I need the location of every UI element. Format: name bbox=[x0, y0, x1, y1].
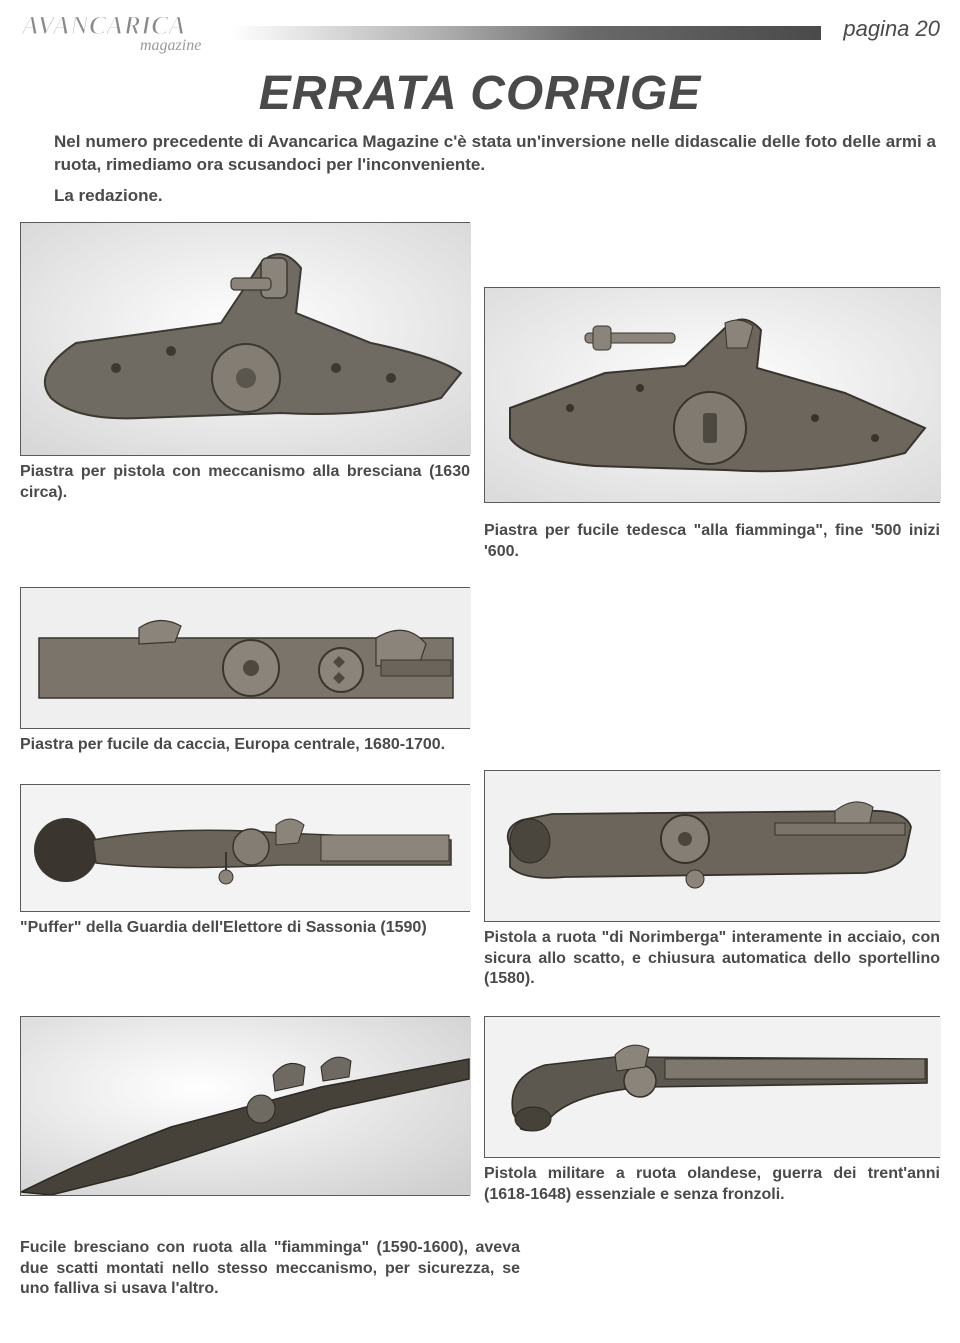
wheellock-pistol-image bbox=[485, 771, 941, 921]
figure-1-caption: Piastra per pistola con meccanismo alla … bbox=[20, 462, 470, 504]
figure-7-caption: Fucile bresciano con ruota alla "fiammin… bbox=[20, 1238, 520, 1300]
article-title: ERRATA CORRIGE bbox=[0, 66, 960, 121]
intro-paragraph: Nel numero precedente di Avancarica Maga… bbox=[54, 131, 936, 177]
wheellock-image bbox=[485, 288, 941, 502]
figure-2 bbox=[484, 287, 940, 503]
header-gradient-bar bbox=[232, 26, 821, 40]
wheellock-pistol-image bbox=[485, 1017, 941, 1157]
figure-3 bbox=[20, 587, 470, 729]
figure-2-caption: Piastra per fucile tedesca "alla fiammin… bbox=[484, 521, 940, 563]
figure-7 bbox=[20, 1016, 470, 1196]
logo-main-text: AVANCARICA bbox=[20, 11, 186, 40]
wheellock-image bbox=[21, 588, 471, 728]
puffer-pistol-image bbox=[21, 785, 471, 911]
figure-5 bbox=[20, 784, 470, 912]
figure-5-caption: "Puffer" della Guardia dell'Elettore di … bbox=[20, 918, 470, 939]
figure-6-caption: Pistola militare a ruota olandese, guerr… bbox=[484, 1164, 940, 1206]
figure-3-caption: Piastra per fucile da caccia, Europa cen… bbox=[20, 735, 470, 756]
signature-line: La redazione. bbox=[54, 185, 936, 208]
figure-6 bbox=[484, 1016, 940, 1158]
figure-4 bbox=[484, 770, 940, 922]
page-number: pagina 20 bbox=[833, 8, 940, 42]
wheellock-musket-image bbox=[21, 1017, 471, 1195]
figure-1 bbox=[20, 222, 470, 456]
wheellock-image bbox=[21, 223, 471, 455]
magazine-logo: AVANCARICA magazine bbox=[20, 8, 220, 56]
logo-sub-text: magazine bbox=[140, 37, 201, 54]
figure-4-caption: Pistola a ruota "di Norimberga" interame… bbox=[484, 928, 940, 990]
